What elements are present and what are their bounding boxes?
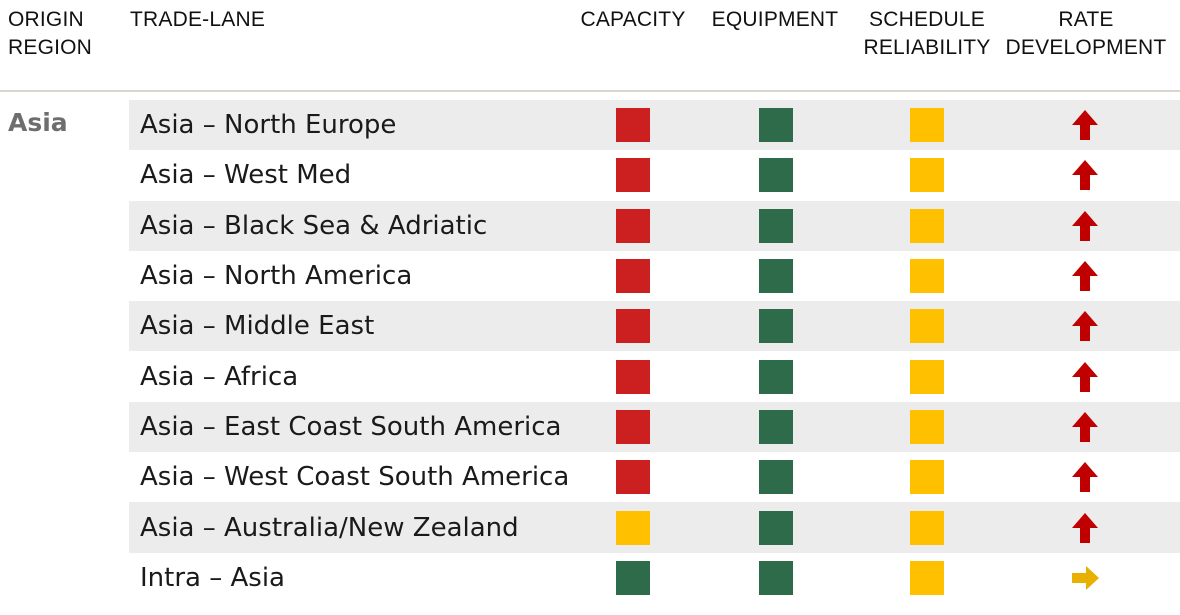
table-row: Intra – Asia: [129, 553, 1180, 603]
schedule-reliability-status-square: [910, 510, 944, 545]
header-schedule-reliability: SCHEDULE RELIABILITY: [860, 6, 994, 62]
trade-lane-name: Intra – Asia: [140, 562, 285, 593]
capacity-status-square: [616, 460, 650, 495]
schedule-reliability-status-square: [910, 158, 944, 193]
equipment-status-square: [759, 409, 793, 444]
schedule-reliability-status-square: [910, 309, 944, 344]
table-row: Asia – Middle East: [129, 301, 1180, 352]
trade-lane-name: Asia – East Coast South America: [140, 411, 562, 442]
capacity-status-square: [616, 409, 650, 444]
schedule-reliability-status-square: [910, 359, 944, 394]
trade-lane-table: Asia – North Europe Asia – West Med Asia –…: [129, 100, 1180, 603]
arrow-up-icon: [1069, 309, 1101, 343]
equipment-status-square: [759, 259, 793, 294]
equipment-status-square: [759, 560, 793, 595]
table-row: Asia – North America: [129, 251, 1180, 301]
capacity-status-square: [616, 158, 650, 193]
header-origin-line2: REGION: [8, 36, 93, 59]
trade-lane-name: Asia – North Europe: [140, 110, 397, 141]
arrow-up-icon: [1069, 410, 1101, 444]
arrow-up-icon: [1069, 460, 1101, 494]
table-row: Asia – West Coast South America: [129, 452, 1180, 502]
table-row: Asia – Africa: [129, 351, 1180, 401]
capacity-status-square: [616, 309, 650, 344]
table-row: Asia – Australia/New Zealand: [129, 502, 1180, 553]
header-trade-lane: TRADE-LANE: [130, 8, 266, 31]
equipment-status-square: [759, 359, 793, 394]
table-row: Asia – East Coast South America: [129, 401, 1180, 453]
equipment-status-square: [759, 309, 793, 344]
arrow-up-icon: [1069, 511, 1101, 545]
table-row: Asia – North Europe: [129, 100, 1180, 151]
schedule-reliability-status-square: [910, 108, 944, 143]
table-row: Asia – Black Sea & Adriatic: [129, 200, 1180, 251]
header-origin-line1: ORIGIN: [8, 8, 84, 31]
header-schedule-line2: RELIABILITY: [863, 36, 991, 59]
equipment-status-square: [759, 158, 793, 193]
equipment-status-square: [759, 460, 793, 495]
header-schedule-line1: SCHEDULE: [869, 8, 985, 31]
header-rate-line1: RATE: [1058, 8, 1114, 31]
header-rate-line2: DEVELOPMENT: [1005, 36, 1167, 59]
arrow-up-icon: [1069, 360, 1101, 394]
capacity-status-square: [616, 510, 650, 545]
schedule-reliability-status-square: [910, 460, 944, 495]
arrow-up-icon: [1069, 209, 1101, 243]
capacity-status-square: [616, 560, 650, 595]
trade-lane-name: Asia – North America: [140, 261, 413, 292]
capacity-status-square: [616, 259, 650, 294]
trade-lane-name: Asia – Middle East: [140, 311, 375, 342]
schedule-reliability-status-square: [910, 560, 944, 595]
schedule-reliability-status-square: [910, 208, 944, 243]
header-equipment: EQUIPMENT: [711, 8, 839, 31]
trade-lane-name: Asia – Africa: [140, 361, 299, 392]
schedule-reliability-status-square: [910, 259, 944, 294]
trade-lane-name: Asia – Australia/New Zealand: [140, 512, 519, 543]
trade-lane-name: Asia – West Med: [140, 160, 352, 191]
table-header: ORIGIN REGION TRADE-LANE CAPACITY EQUIPM…: [0, 0, 1180, 90]
table-row: Asia – West Med: [129, 150, 1180, 200]
equipment-status-square: [759, 510, 793, 545]
arrow-up-icon: [1069, 108, 1101, 142]
arrow-up-icon: [1069, 158, 1101, 192]
header-rate-development: RATE DEVELOPMENT: [1000, 6, 1172, 62]
capacity-status-square: [616, 108, 650, 143]
arrow-up-icon: [1069, 259, 1101, 293]
trade-lane-name: Asia – West Coast South America: [140, 462, 570, 493]
schedule-reliability-status-square: [910, 409, 944, 444]
arrow-right-icon: [1069, 561, 1101, 595]
header-divider: [0, 90, 1180, 92]
equipment-status-square: [759, 208, 793, 243]
trade-lane-name: Asia – Black Sea & Adriatic: [140, 210, 488, 241]
header-capacity: CAPACITY: [580, 8, 686, 31]
region-label: Asia: [8, 108, 68, 137]
header-origin-region: ORIGIN REGION: [8, 6, 118, 62]
capacity-status-square: [616, 208, 650, 243]
equipment-status-square: [759, 108, 793, 143]
capacity-status-square: [616, 359, 650, 394]
